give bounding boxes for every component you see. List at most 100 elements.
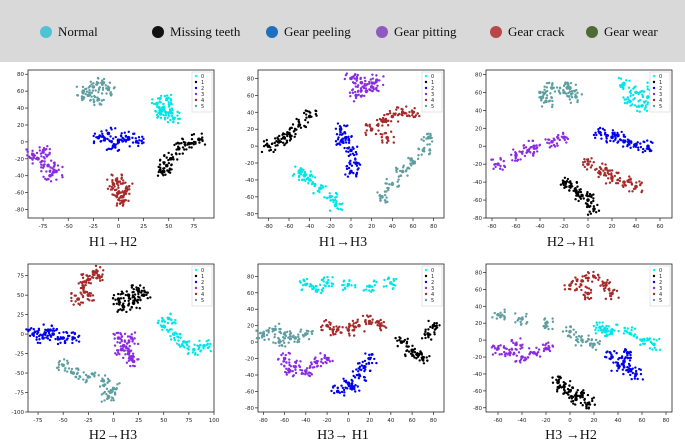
cluster-dot [355, 175, 358, 178]
cluster-dot [94, 271, 97, 275]
cluster-dot [639, 142, 642, 145]
cluster-dot [388, 111, 392, 115]
cluster-dot [56, 342, 60, 346]
x-tick-label: -25 [89, 224, 98, 230]
cluster-dot [411, 354, 414, 358]
cluster-dot [170, 114, 173, 117]
cluster-dot [515, 348, 518, 351]
x-tick-label: -75 [39, 224, 48, 230]
cluster-dot [181, 146, 185, 149]
cluster-dot [561, 179, 565, 182]
cluster-dot [616, 182, 620, 185]
cluster-dot [588, 205, 591, 209]
cluster-dot [127, 302, 131, 305]
cluster-dot [83, 281, 86, 284]
cluster-dot [323, 320, 326, 323]
cluster-dot [31, 149, 34, 153]
cluster-dot [574, 93, 577, 96]
cluster-dot [495, 317, 499, 320]
cluster-dot [494, 351, 497, 355]
cluster-dot [595, 326, 598, 329]
cluster-dot [586, 213, 590, 216]
cluster-dot [569, 379, 572, 383]
cluster-dot [617, 296, 620, 299]
cluster-dot [276, 140, 280, 144]
cluster-dot [102, 98, 105, 102]
cluster-dot [629, 356, 633, 360]
cluster-dot [512, 341, 515, 345]
cluster-dot [288, 369, 292, 372]
cluster-dot [364, 321, 367, 324]
cluster-dot [348, 161, 351, 164]
cluster-dot [429, 338, 433, 341]
cluster-dot [592, 270, 595, 274]
cluster-dot [355, 75, 359, 79]
cluster-dot [586, 279, 590, 282]
cluster-dot [546, 141, 549, 145]
cluster-dot [411, 113, 414, 117]
cluster-dot [502, 314, 506, 318]
cluster-dot [353, 81, 357, 85]
cluster-dot [607, 177, 610, 180]
plot-legend-marker [194, 280, 198, 284]
cluster-dot [43, 331, 46, 334]
cluster-dot [631, 190, 634, 193]
cluster-dot [410, 109, 414, 112]
x-tick-label: 50 [160, 418, 167, 424]
cluster-dot [655, 339, 658, 342]
cluster-dot [91, 299, 94, 302]
cluster-dot [119, 297, 123, 300]
cluster-dot [152, 102, 156, 105]
cluster-dot [113, 344, 117, 347]
cluster-dot [592, 199, 595, 203]
cluster-dot [87, 281, 91, 284]
cluster-dot [66, 334, 70, 338]
cluster-dot [344, 125, 348, 128]
cluster-dot [623, 366, 626, 369]
cluster-dot [514, 321, 517, 324]
cluster-dot [46, 144, 49, 148]
cluster-dot [564, 181, 568, 184]
series-5 [376, 132, 434, 204]
cluster-dot [590, 280, 594, 283]
cluster-dot [545, 96, 548, 100]
cluster-dot [636, 146, 640, 149]
cluster-dot [51, 170, 55, 173]
cluster-dot [138, 307, 142, 310]
cluster-dot [345, 150, 348, 153]
cluster-dot [585, 286, 589, 289]
cluster-dot [331, 331, 335, 334]
cluster-dot [551, 320, 555, 323]
cluster-dot [73, 336, 77, 340]
cluster-dot [352, 322, 355, 325]
cluster-dot [117, 300, 121, 304]
cluster-dot [626, 356, 629, 360]
cluster-dot [178, 332, 181, 336]
cluster-dot [53, 164, 56, 168]
cluster-dot [587, 292, 591, 295]
plot-legend-label: 3 [431, 92, 434, 98]
cluster-dot [116, 341, 119, 344]
cluster-dot [159, 158, 162, 162]
cluster-dot [573, 394, 577, 397]
data-point [101, 379, 106, 383]
x-tick-label: 40 [633, 224, 640, 230]
cluster-dot [183, 148, 186, 151]
cluster-dot [356, 370, 360, 373]
cluster-dot [348, 324, 351, 328]
cluster-dot [521, 152, 524, 155]
cluster-dot [177, 339, 180, 342]
cluster-dot [125, 290, 128, 293]
cluster-dot [116, 292, 120, 296]
cluster-dot [630, 183, 634, 186]
cluster-dot [601, 283, 604, 286]
cluster-dot [343, 394, 346, 397]
cluster-dot [592, 324, 596, 328]
cluster-dot [280, 353, 283, 357]
cluster-dot [626, 368, 629, 372]
cluster-dot [300, 369, 304, 372]
cluster-dot [297, 120, 300, 123]
x-tick-label: -50 [59, 418, 68, 424]
cluster-dot [610, 172, 613, 175]
plot-legend-marker [652, 80, 656, 84]
